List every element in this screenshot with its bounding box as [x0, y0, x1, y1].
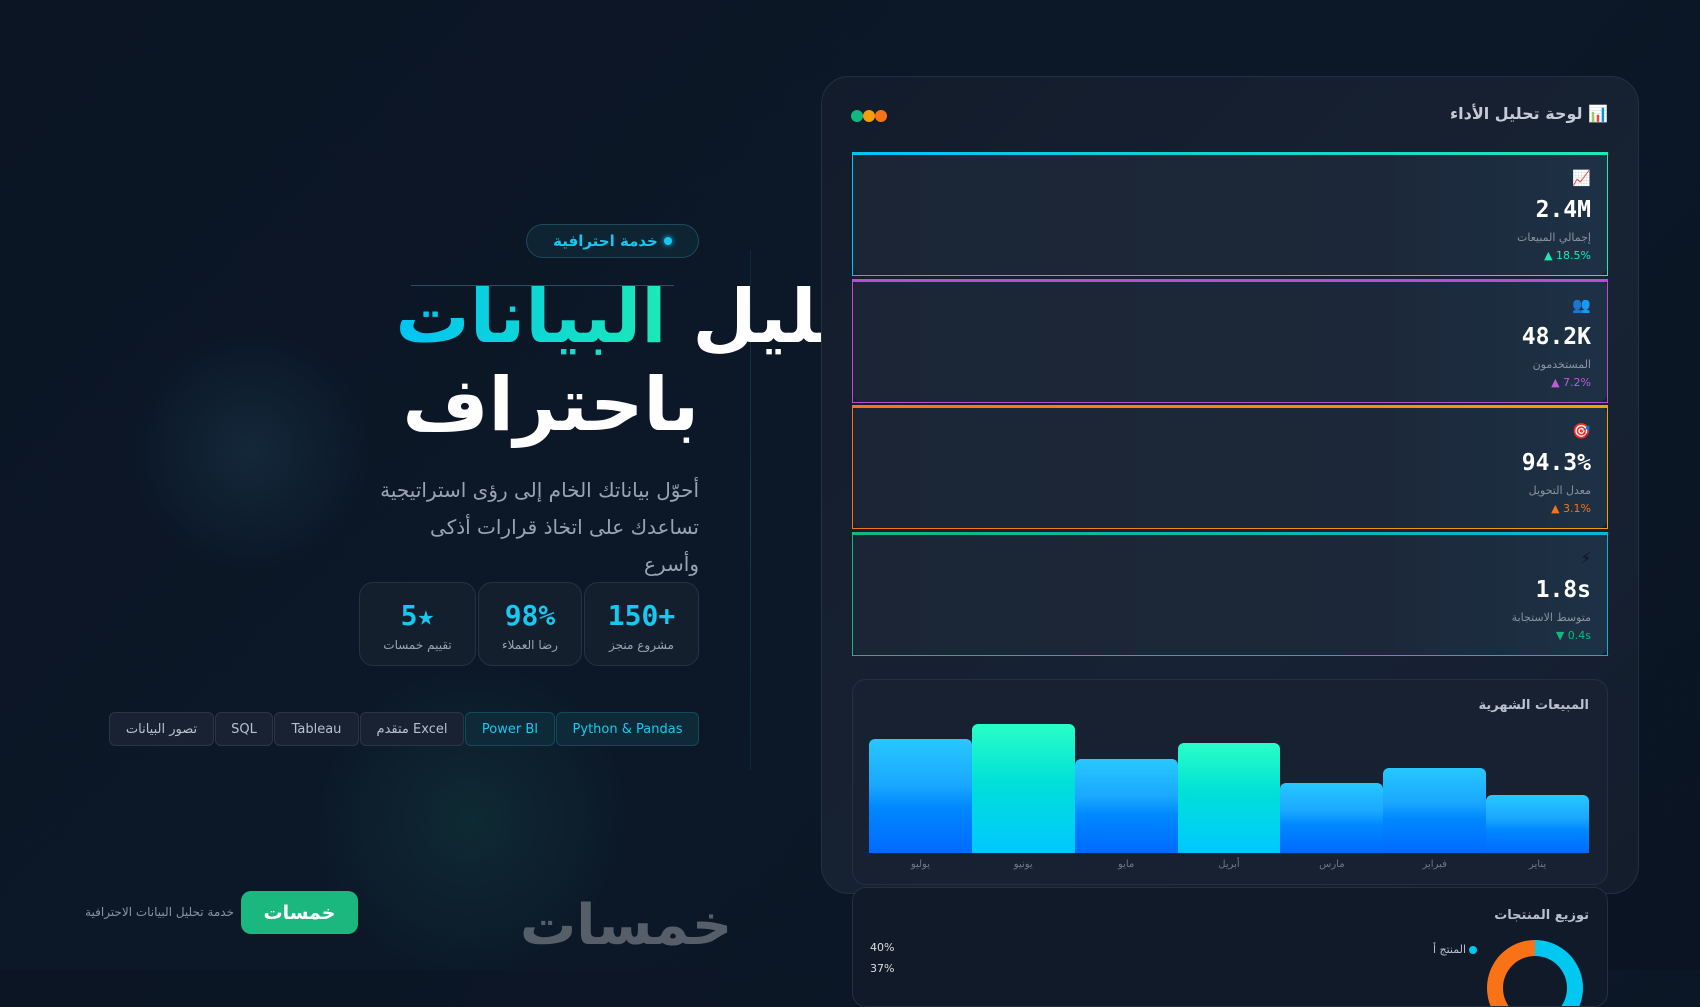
kpi-card: ⚡ 1.8s متوسط الاستجابة ▼ 0.4s	[852, 532, 1608, 656]
users-icon: 👥	[1572, 296, 1591, 314]
x-tick-label: يناير	[1528, 859, 1547, 870]
bar-يونيو	[971, 724, 1075, 853]
divider	[411, 285, 674, 286]
product-distribution-card: توزيع المنتجات المنتج أ 40% 37%	[852, 887, 1608, 1007]
tag-python[interactable]: Python & Pandas	[556, 712, 699, 746]
percent-label: 37%	[870, 962, 895, 975]
tag-excel[interactable]: Excel متقدم	[360, 712, 464, 746]
kpi-label: المستخدمون	[1532, 358, 1591, 371]
legend-dot-icon	[1469, 945, 1477, 954]
stat-projects: 150+ مشروع منجز	[584, 582, 699, 666]
x-tick-label: يوليو	[910, 859, 931, 870]
kpi-value: 1.8s	[1535, 577, 1591, 603]
lightning-icon: ⚡	[1580, 549, 1591, 567]
hero-title-line2: باحتراف	[402, 362, 699, 448]
target-icon: 🎯	[1572, 422, 1591, 440]
donut-chart	[1487, 940, 1583, 1006]
x-tick-label: يونيو	[1013, 859, 1033, 870]
kpi-change: ▲ 18.5%	[1544, 249, 1591, 262]
kpi-value: 2.4M	[1535, 197, 1591, 223]
kpi-change: ▲ 7.2%	[1551, 376, 1591, 389]
khamsat-logo-watermark: خمسات	[520, 893, 733, 958]
distribution-title: توزيع المنتجات	[1494, 908, 1589, 923]
x-tick-label: أبريل	[1218, 859, 1240, 870]
stat-value: 150+	[607, 599, 676, 632]
window-dots	[851, 110, 887, 122]
legend-label: المنتج أ	[1432, 943, 1466, 956]
dot-orange-icon	[875, 110, 887, 122]
stat-rating: 5★ تقييم خمسات	[359, 582, 476, 666]
kpi-card: 📈 2.4M إجمالي المبيعات ▲ 18.5%	[852, 152, 1608, 276]
kpi-value: 94.3%	[1521, 450, 1591, 476]
legend-item: المنتج أ	[1433, 943, 1477, 956]
dot-green-icon	[851, 110, 863, 122]
kpi-change: ▼ 0.4s	[1555, 629, 1591, 642]
x-tick-label: فبراير	[1422, 859, 1447, 870]
kpi-card: 👥 48.2K المستخدمون ▲ 7.2%	[852, 279, 1608, 403]
tag-powerbi[interactable]: Power BI	[465, 712, 555, 746]
percent-label: 40%	[870, 941, 895, 954]
x-tick-label: مارس	[1319, 859, 1345, 870]
kpi-label: متوسط الاستجابة	[1511, 611, 1591, 624]
badge-label: خدمة احترافية	[553, 232, 658, 250]
stat-satisfaction: 98% رضا العملاء	[478, 582, 582, 666]
khamsat-button[interactable]: خمسات	[241, 891, 358, 934]
kpi-label: إجمالي المبيعات	[1516, 231, 1591, 244]
hero-subtitle: أحوّل بياناتك الخام إلى رؤى استراتيجية تس…	[379, 472, 699, 583]
bar-فبراير	[1383, 767, 1487, 853]
kpi-label: معدل التحويل	[1528, 484, 1591, 497]
dashboard-title: 📊 لوحة تحليل الأداء	[1449, 104, 1608, 123]
divider	[750, 250, 751, 770]
bar-أبريل	[1177, 743, 1281, 853]
bar-مارس	[1280, 783, 1384, 853]
tag-sql[interactable]: SQL	[215, 712, 273, 746]
stat-label: رضا العملاء	[502, 638, 558, 652]
bar-يناير	[1486, 794, 1589, 853]
monthly-sales-chart: المبيعات الشهرية يناير فبراير مارس أبريل ماي…	[852, 679, 1608, 885]
dot-icon	[663, 237, 672, 245]
chart-title: المبيعات الشهرية	[1478, 698, 1589, 713]
bar-مايو	[1074, 758, 1178, 853]
stat-label: تقييم خمسات	[383, 638, 452, 652]
kpi-card: 🎯 94.3% معدل التحويل ▲ 3.1%	[852, 405, 1608, 529]
kpi-value: 48.2K	[1521, 324, 1591, 350]
kpi-change: ▲ 3.1%	[1551, 502, 1591, 515]
tag-tableau[interactable]: Tableau	[274, 712, 359, 746]
bar-يوليو	[869, 739, 972, 853]
chart-icon: 📈	[1572, 169, 1591, 187]
footer-text: خدمة تحليل البيانات الاحترافية	[85, 905, 234, 919]
title-highlight: البيانات	[395, 274, 667, 360]
tag-visualization[interactable]: تصور البيانات	[109, 712, 214, 746]
subtitle-line: تساعدك على اتخاذ قرارات أذكى وأسرع	[430, 515, 699, 576]
stat-value: 98%	[504, 599, 556, 632]
stat-value: 5★	[400, 599, 435, 632]
dot-yellow-icon	[863, 110, 875, 122]
x-tick-label: مايو	[1117, 859, 1135, 870]
subtitle-line: أحوّل بياناتك الخام إلى رؤى استراتيجية	[380, 478, 699, 502]
stat-label: مشروع منجز	[609, 638, 674, 652]
service-badge: خدمة احترافية	[526, 224, 699, 258]
